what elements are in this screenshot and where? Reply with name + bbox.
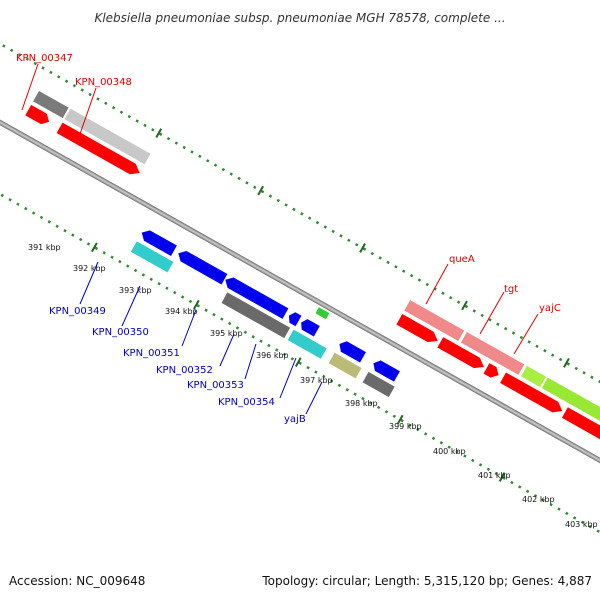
gene-label-kpn00351[interactable]: KPN_00351	[123, 348, 180, 359]
tick-label: 398 kbp	[345, 399, 378, 408]
gene-label-quea[interactable]: queA	[449, 254, 475, 265]
gene-label-kpn00352[interactable]: KPN_00352	[156, 365, 213, 376]
gene-feature-quea[interactable]	[404, 300, 465, 341]
gene-feature[interactable]	[33, 90, 69, 119]
gene-label-yajc[interactable]: yajC	[539, 303, 561, 314]
gene-feature-tgt[interactable]	[460, 331, 525, 375]
cds-arrow[interactable]	[561, 407, 600, 448]
gene-label-kpn00349[interactable]: KPN_00349	[49, 306, 106, 317]
gene-feature-yajc[interactable]	[520, 365, 547, 388]
reverse-leaders	[79, 261, 323, 415]
tick-label: 395 kbp	[210, 329, 243, 338]
tick-label: 391 kbp	[28, 243, 61, 252]
gene-feature[interactable]	[541, 377, 600, 433]
cds-arrow[interactable]	[437, 337, 486, 372]
cds-arrow[interactable]	[175, 248, 228, 285]
cds-arrow[interactable]	[500, 372, 565, 416]
gene-feature-kpn00351[interactable]	[221, 292, 291, 339]
cds-arrow[interactable]	[139, 227, 177, 256]
genome-summary-text: Topology: circular; Length: 5,315,120 bp…	[262, 574, 592, 588]
gene-feature-yajb[interactable]	[362, 371, 395, 398]
gene-feature-kpn00354[interactable]	[328, 352, 362, 379]
cds-arrow[interactable]	[286, 310, 302, 327]
cds-arrow[interactable]	[370, 358, 400, 382]
gene-label-kpn00348[interactable]: KPN_00348	[75, 77, 132, 88]
tick-label: 399 kbp	[389, 422, 422, 431]
tick-label: 402 kbp	[522, 495, 555, 504]
tick-label: 394 kbp	[165, 307, 198, 316]
tick-label: 392 kbp	[73, 264, 106, 273]
tick-label: 393 kbp	[119, 286, 152, 295]
cds-arrow[interactable]	[396, 314, 440, 346]
tick-label: 397 kbp	[300, 376, 333, 385]
gene-label-kpn00350[interactable]: KPN_00350	[92, 327, 149, 338]
cds-arrow[interactable]	[337, 339, 366, 363]
cds-arrow[interactable]	[298, 317, 320, 337]
tick-label: 400 kbp	[433, 447, 466, 456]
backbone-strand	[0, 85, 600, 502]
cds-arrow[interactable]	[222, 275, 289, 319]
gene-label-kpn00353[interactable]: KPN_00353	[187, 380, 244, 391]
cds-arrow[interactable]	[25, 104, 52, 127]
gene-feature-kpn00348[interactable]	[64, 108, 151, 165]
gene-label-kpn00354[interactable]: KPN_00354	[218, 397, 275, 408]
accession-text: Accession: NC_009648	[9, 574, 146, 588]
map-title: Klebsiella pneumoniae subsp. pneumoniae …	[94, 11, 505, 25]
lower-tick-line	[0, 140, 600, 556]
forward-leaders	[21, 63, 539, 355]
tick-label: 396 kbp	[256, 351, 289, 360]
major-ticks	[91, 128, 570, 482]
tick-label: 401 kbp	[478, 471, 511, 480]
gene-label-yajb[interactable]: yajB	[284, 414, 306, 425]
gene-feature-small[interactable]	[315, 307, 330, 320]
cds-arrow[interactable]	[56, 122, 143, 179]
cds-arrow[interactable]	[483, 363, 502, 380]
tick-label: 403 kbp	[565, 520, 598, 529]
gene-feature-kpn00349[interactable]	[130, 241, 174, 273]
gene-feature-kpn00352[interactable]	[287, 329, 327, 359]
gene-label-kpn00347[interactable]: KPN_00347	[16, 53, 73, 64]
gene-label-tgt[interactable]: tgt	[504, 284, 518, 295]
tick-labels: 391 kbp 392 kbp 393 kbp 394 kbp 395 kbp …	[28, 243, 598, 529]
